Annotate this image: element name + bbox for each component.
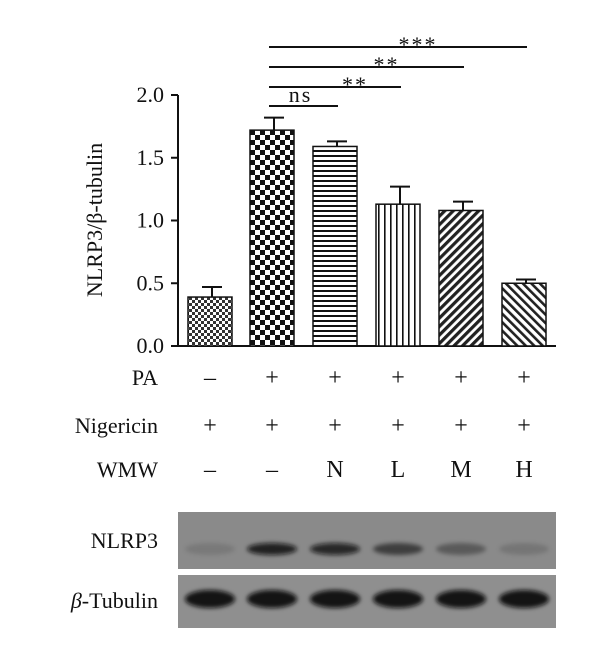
significance-label-3: ** xyxy=(374,52,400,77)
blot-band-nlrp3-5 xyxy=(436,543,486,555)
treatment-value: + xyxy=(391,365,405,391)
treatment-value: + xyxy=(454,413,468,439)
significance-label-4: *** xyxy=(399,32,438,57)
treatment-value: – xyxy=(203,457,217,483)
bar-3 xyxy=(312,145,358,347)
y-tick-label: 1.5 xyxy=(137,145,165,170)
treatment-value: + xyxy=(391,413,405,439)
blot-panel-nlrp3 xyxy=(178,512,556,569)
treatment-value: M xyxy=(450,457,471,483)
western-blot: NLRP3 β-Tubulin xyxy=(70,512,556,628)
blot-label-tubulin: β-Tubulin xyxy=(70,588,158,613)
bar-5 xyxy=(438,209,484,347)
treatment-value: – xyxy=(203,365,217,391)
y-tick-label: 2.0 xyxy=(137,82,165,107)
blot-panel-tubulin xyxy=(178,575,556,628)
blot-band-tubulin-2 xyxy=(247,590,297,608)
treatment-value: + xyxy=(328,413,342,439)
blot-band-nlrp3-1 xyxy=(185,543,235,555)
treatment-value: + xyxy=(454,365,468,391)
treatment-value: H xyxy=(515,457,532,483)
blot-band-tubulin-6 xyxy=(499,590,549,608)
bar-4 xyxy=(375,203,421,347)
bar-1 xyxy=(187,296,233,347)
blot-band-nlrp3-4 xyxy=(373,543,423,555)
blot-band-tubulin-4 xyxy=(373,590,423,608)
treatment-label-nigericin: Nigericin xyxy=(75,413,158,438)
blot-band-tubulin-3 xyxy=(310,590,360,608)
treatment-value: + xyxy=(265,413,279,439)
y-tick-label: 0.5 xyxy=(137,270,165,295)
y-axis-label: NLRP3/β-tubulin xyxy=(82,143,107,297)
bar-2 xyxy=(249,129,295,347)
y-tick-label: 1.0 xyxy=(137,208,165,233)
treatment-value: + xyxy=(203,413,217,439)
treatment-value: + xyxy=(517,413,531,439)
treatment-value: + xyxy=(328,365,342,391)
treatment-value: L xyxy=(391,457,406,483)
blot-label-tubulin-prefix: β xyxy=(70,588,82,613)
blot-band-nlrp3-2 xyxy=(247,543,297,555)
blot-band-nlrp3-3 xyxy=(310,543,360,555)
treatment-label-wmw: WMW xyxy=(97,457,158,482)
treatment-value: – xyxy=(265,457,279,483)
significance-label-2: ** xyxy=(342,72,368,97)
significance-label-1: ns xyxy=(289,82,313,107)
treatment-label-pa: PA xyxy=(132,365,158,390)
blot-band-tubulin-5 xyxy=(436,590,486,608)
blot-band-tubulin-1 xyxy=(185,590,235,608)
blot-label-tubulin-main: -Tubulin xyxy=(82,588,158,613)
blot-label-nlrp3: NLRP3 xyxy=(91,528,158,553)
treatment-value: N xyxy=(326,457,343,483)
blot-band-nlrp3-6 xyxy=(499,543,549,555)
treatment-value: + xyxy=(517,365,531,391)
y-tick-label: 0.0 xyxy=(137,333,165,358)
bar-6 xyxy=(501,282,547,347)
treatment-value: + xyxy=(265,365,279,391)
